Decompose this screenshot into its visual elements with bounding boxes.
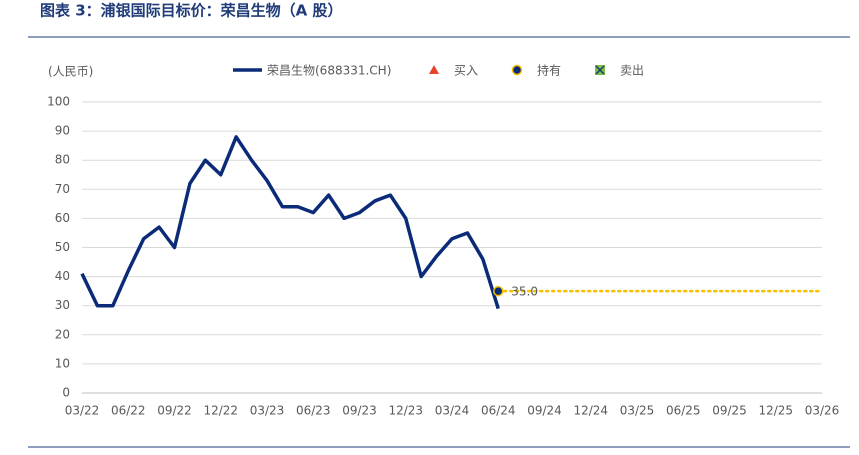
x-tick-label: 09/23 xyxy=(342,404,377,418)
legend-symbol xyxy=(595,65,605,75)
y-axis-label: (人民币) xyxy=(48,65,93,79)
y-tick-label: 90 xyxy=(55,124,70,138)
y-tick-label: 20 xyxy=(55,327,70,341)
y-tick-label: 0 xyxy=(62,386,70,400)
x-tick-label: 06/22 xyxy=(111,404,146,418)
target-marker xyxy=(493,285,504,297)
x-tick-label: 06/23 xyxy=(296,404,331,418)
y-tick-label: 60 xyxy=(55,211,70,225)
x-tick-label: 09/22 xyxy=(157,404,192,418)
y-tick-label: 100 xyxy=(47,95,70,109)
legend-symbol xyxy=(511,64,523,76)
y-tick-label: 40 xyxy=(55,269,70,283)
x-tick-label: 03/25 xyxy=(620,404,655,418)
y-tick-label: 70 xyxy=(55,182,70,196)
x-tick-label: 12/24 xyxy=(573,404,608,418)
x-tick-label: 12/23 xyxy=(388,404,423,418)
legend-label: 卖出 xyxy=(620,64,644,78)
y-tick-label: 10 xyxy=(55,356,70,370)
x-tick-label: 03/22 xyxy=(65,404,100,418)
legend-symbol xyxy=(429,65,439,74)
x-tick-label: 03/23 xyxy=(250,404,285,418)
x-tick-label: 03/26 xyxy=(805,404,840,418)
x-tick-label: 09/25 xyxy=(712,404,747,418)
x-tick-label: 09/24 xyxy=(527,404,562,418)
chart-title: 图表 3：浦银国际目标价：荣昌生物（A 股） xyxy=(40,2,343,20)
legend-label: 买入 xyxy=(454,64,478,78)
x-tick-label: 06/24 xyxy=(481,404,516,418)
y-tick-label: 80 xyxy=(55,153,70,167)
x-tick-label: 03/24 xyxy=(435,404,470,418)
target-label: 35.0 xyxy=(511,285,538,299)
legend-label: 持有 xyxy=(537,63,561,78)
x-tick-label: 12/25 xyxy=(758,404,793,418)
y-tick-label: 50 xyxy=(55,240,70,254)
legend-label: 荣昌生物(688331.CH) xyxy=(267,64,391,78)
y-tick-label: 30 xyxy=(55,298,70,312)
price-line xyxy=(80,135,500,310)
x-tick-label: 12/22 xyxy=(203,404,238,418)
x-tick-label: 06/25 xyxy=(666,404,701,418)
